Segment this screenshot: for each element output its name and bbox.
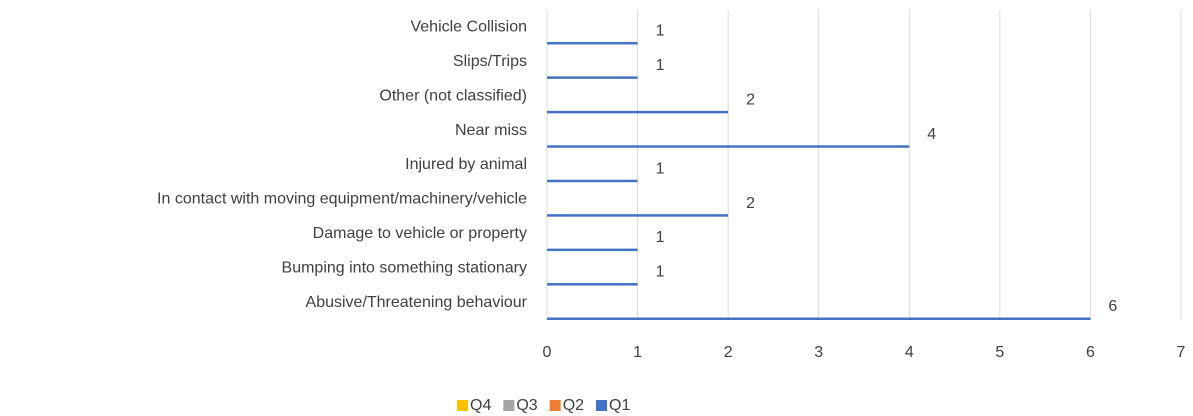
bar (547, 145, 910, 148)
bar (547, 317, 1091, 320)
value-label: 2 (746, 91, 755, 108)
value-label: 4 (927, 126, 936, 143)
y-tick-label: In contact with moving equipment/machine… (157, 191, 527, 208)
y-tick-label: Slips/Trips (453, 53, 527, 70)
value-label: 1 (656, 264, 665, 281)
bar (547, 110, 729, 114)
x-tick-label: 0 (543, 344, 552, 361)
legend-label: Q2 (563, 397, 584, 414)
legend-label: Q4 (470, 397, 491, 414)
y-tick-label: Near miss (455, 122, 527, 139)
bar (547, 179, 638, 183)
value-label: 2 (746, 195, 755, 212)
x-tick-label: 1 (633, 344, 642, 361)
y-tick-label: Abusive/Threatening behaviour (306, 294, 528, 311)
x-tick-label: 5 (995, 344, 1004, 361)
bar (547, 214, 729, 217)
bar (547, 248, 638, 252)
x-tick-label: 7 (1177, 344, 1186, 361)
y-tick-label: Other (not classified) (379, 87, 527, 104)
legend-label: Q1 (609, 397, 630, 414)
legend-label: Q3 (516, 397, 537, 414)
value-label: 6 (1108, 298, 1117, 315)
legend-swatch (549, 400, 561, 411)
bar (547, 283, 638, 286)
legend-swatch (596, 400, 608, 411)
value-label: 1 (656, 160, 665, 177)
value-label: 1 (656, 229, 665, 246)
y-tick-label: Damage to vehicle or property (313, 225, 527, 242)
value-label: 1 (656, 23, 665, 40)
legend-swatch (457, 400, 468, 411)
x-tick-label: 3 (814, 344, 823, 361)
y-tick-label: Bumping into something stationary (282, 260, 527, 277)
legend-swatch (503, 400, 515, 411)
x-tick-label: 6 (1086, 344, 1095, 361)
value-label: 1 (656, 57, 665, 74)
y-tick-label: Injured by animal (405, 156, 527, 173)
x-tick-label: 4 (905, 344, 914, 361)
y-tick-label: Vehicle Collision (410, 18, 527, 35)
x-tick-label: 2 (724, 344, 733, 361)
bar (547, 76, 638, 79)
bar (547, 41, 638, 45)
